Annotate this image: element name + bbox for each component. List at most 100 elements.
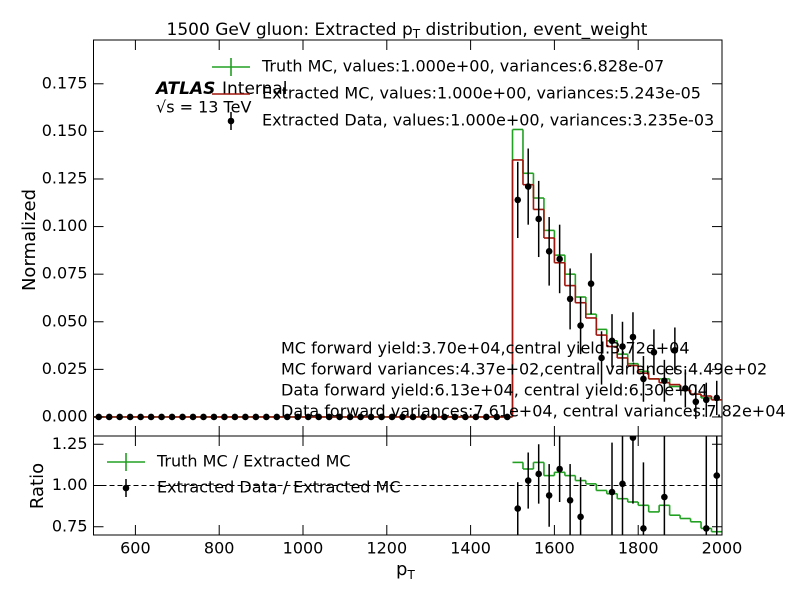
y-tick-label: 0.150 [42, 121, 88, 140]
legend-label: Extracted Data / Extracted MC [157, 478, 401, 497]
data-point [242, 413, 249, 421]
y-tick-label: 0.175 [42, 73, 88, 92]
data-point [566, 497, 574, 504]
x-tick-label: 800 [204, 539, 235, 558]
x-tick-label: 2000 [702, 539, 743, 558]
data-point [682, 385, 689, 392]
data-point [661, 377, 668, 385]
data-point [367, 413, 375, 421]
data-point [116, 413, 123, 421]
data-point [650, 348, 658, 356]
data-point [640, 525, 647, 532]
legend-label: Truth MC, values:1.000e+00, variances:6.… [261, 57, 664, 76]
annotation: Data forward yield:6.13e+04, central yie… [281, 381, 708, 400]
legend-marker [227, 117, 235, 125]
chart-title: 1500 GeV gluon: Extracted pT distributio… [167, 20, 648, 41]
data-point [304, 413, 312, 421]
y-tick-label: 0.075 [42, 264, 88, 283]
data-point [692, 398, 700, 406]
data-point [252, 413, 260, 421]
data-point [577, 513, 584, 521]
data-point [545, 248, 553, 255]
data-point [147, 413, 155, 421]
legend-entry: Extracted MC, values:1.000e+00, variance… [212, 84, 701, 103]
y-tick-label: 0.75 [52, 516, 88, 535]
data-point [200, 413, 207, 421]
data-point [556, 465, 563, 473]
step-riser [522, 462, 713, 532]
data-point [671, 347, 679, 354]
data-point [566, 295, 574, 303]
data-point [273, 413, 281, 421]
legend-label: Truth MC / Extracted MC [156, 452, 351, 471]
data-point [608, 337, 616, 345]
x-tick-label: 1400 [450, 539, 491, 558]
data-point [325, 413, 333, 421]
data-point [702, 396, 710, 404]
data-point [179, 413, 186, 421]
legend-entry: Truth MC / Extracted MC [107, 452, 351, 471]
data-point [535, 470, 542, 478]
legend-entry: Truth MC, values:1.000e+00, variances:6.… [212, 57, 664, 76]
data-point [189, 413, 197, 421]
x-tick-label: 1800 [618, 539, 659, 558]
y-tick-label: 0.025 [42, 359, 88, 378]
data-point [158, 413, 165, 421]
data-point [629, 436, 637, 441]
data-point [137, 413, 144, 421]
data-point [315, 413, 323, 421]
data-point [514, 505, 522, 512]
legend-entry: Extracted Data / Extracted MC [122, 478, 401, 497]
data-point [483, 413, 490, 421]
x-tick-label: 1600 [534, 539, 575, 558]
data-point [514, 196, 522, 204]
step-riser [511, 159, 713, 417]
data-point [336, 413, 343, 421]
legend-entry: Extracted Data, values:1.000e+00, varian… [227, 111, 714, 130]
data-point [409, 413, 417, 421]
data-point [420, 413, 427, 421]
annotation: MC forward variances:4.37e+02,central va… [281, 360, 767, 379]
x-tick-label: 600 [120, 539, 151, 558]
y-tick-label: 0.050 [42, 311, 88, 330]
y-tick-label: 1.00 [52, 475, 88, 494]
data-point [640, 375, 647, 383]
data-point [598, 354, 605, 362]
annotation: MC forward yield:3.70e+04,central yield:… [281, 339, 690, 358]
data-point [357, 413, 364, 421]
data-point [462, 413, 469, 421]
energy-label: √s = 13 TeV [156, 98, 251, 117]
data-point [430, 413, 438, 421]
data-point [545, 492, 553, 499]
data-point [294, 413, 302, 421]
data-point [168, 413, 176, 421]
data-point [493, 413, 501, 421]
data-point [535, 215, 542, 223]
data-point [283, 413, 291, 421]
data-point [263, 413, 270, 421]
data-point [105, 413, 113, 421]
data-point [713, 394, 721, 402]
y-tick-label: 1.25 [52, 434, 88, 453]
data-point [399, 413, 406, 421]
data-point [629, 333, 637, 341]
data-point [713, 472, 721, 479]
data-point [126, 413, 134, 421]
data-point [661, 493, 668, 501]
data-point [524, 477, 532, 484]
x-tick-label: 1000 [283, 539, 324, 558]
data-point [619, 480, 626, 488]
data-point [231, 413, 239, 421]
x-tick-label: 1200 [366, 539, 407, 558]
data-point [451, 413, 459, 421]
legend-marker [122, 484, 130, 492]
data-point [619, 343, 626, 350]
y-tick-label: 0.125 [42, 168, 88, 187]
annotation: Data forward variances:7.61e+04, central… [281, 402, 786, 421]
data-point [577, 322, 584, 329]
legend-label: Extracted MC, values:1.000e+00, variance… [262, 84, 701, 103]
data-point [702, 525, 710, 532]
y-tick-label: 0.100 [42, 216, 88, 235]
ratio-y-label: Ratio [27, 463, 48, 509]
